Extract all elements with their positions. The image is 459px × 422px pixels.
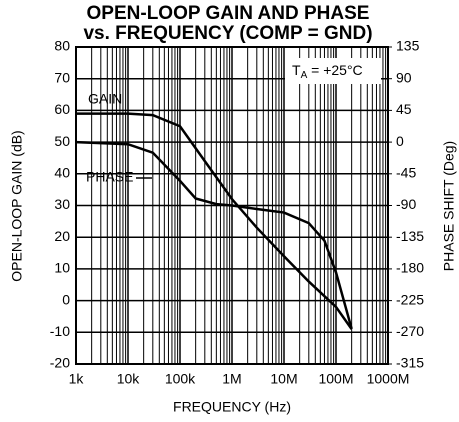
y-tick-label: 40 (54, 165, 70, 181)
y-tick-label: 80 (54, 38, 70, 54)
y2-tick-label: -135 (396, 228, 424, 244)
y2-tick-label: 45 (396, 101, 412, 117)
y-tick-label: 20 (54, 228, 70, 244)
chart-title: vs. FREQUENCY (COMP = GND) (83, 23, 372, 44)
series-line (76, 112, 353, 330)
y-axis-label: OPEN-LOOP GAIN (dB) (9, 130, 25, 281)
annotation-part: T (292, 62, 301, 78)
series-line (75, 140, 353, 330)
y2-tick-label: -270 (396, 323, 424, 339)
annotation-sub: A (301, 70, 308, 81)
plot-frame (75, 46, 389, 365)
x-tick-label: 100M (318, 371, 353, 387)
x-tick-label: 100k (165, 371, 196, 387)
series-label: PHASE (86, 169, 133, 185)
y2-tick-label: -180 (396, 260, 424, 276)
y2-tick-label: 0 (396, 133, 404, 149)
y2-tick-label: 90 (396, 69, 412, 85)
y-tick-label: -10 (50, 323, 70, 339)
annotation-bg (285, 58, 381, 84)
y2-tick-label: -90 (396, 196, 416, 212)
y-tick-label: 70 (54, 69, 70, 85)
y2-tick-label: -315 (396, 355, 424, 371)
y-tick-label: -20 (50, 355, 70, 371)
y2-axis-label: PHASE SHIFT (Deg) (441, 141, 457, 271)
x-tick-label: 10M (270, 371, 297, 387)
x-tick-label: 1M (222, 371, 241, 387)
y2-tick-label: -225 (396, 291, 424, 307)
y-tick-label: 0 (62, 291, 70, 307)
x-tick-label: 10k (117, 371, 141, 387)
y-tick-label: 60 (54, 101, 70, 117)
chart-title: OPEN-LOOP GAIN AND PHASE (87, 3, 370, 24)
y2-tick-label: 135 (396, 38, 420, 54)
y2-tick-label: -45 (396, 165, 416, 181)
x-tick-label: 1000M (367, 371, 410, 387)
annotation-part: = +25°C (307, 62, 362, 78)
y-tick-label: 30 (54, 196, 70, 212)
series-label: GAIN (88, 91, 122, 107)
x-axis-label: FREQUENCY (Hz) (173, 399, 291, 415)
y-tick-label: 10 (54, 260, 70, 276)
y-tick-label: 50 (54, 133, 70, 149)
x-tick-label: 1k (69, 371, 85, 387)
annotation: TA = +25°C (292, 62, 363, 81)
